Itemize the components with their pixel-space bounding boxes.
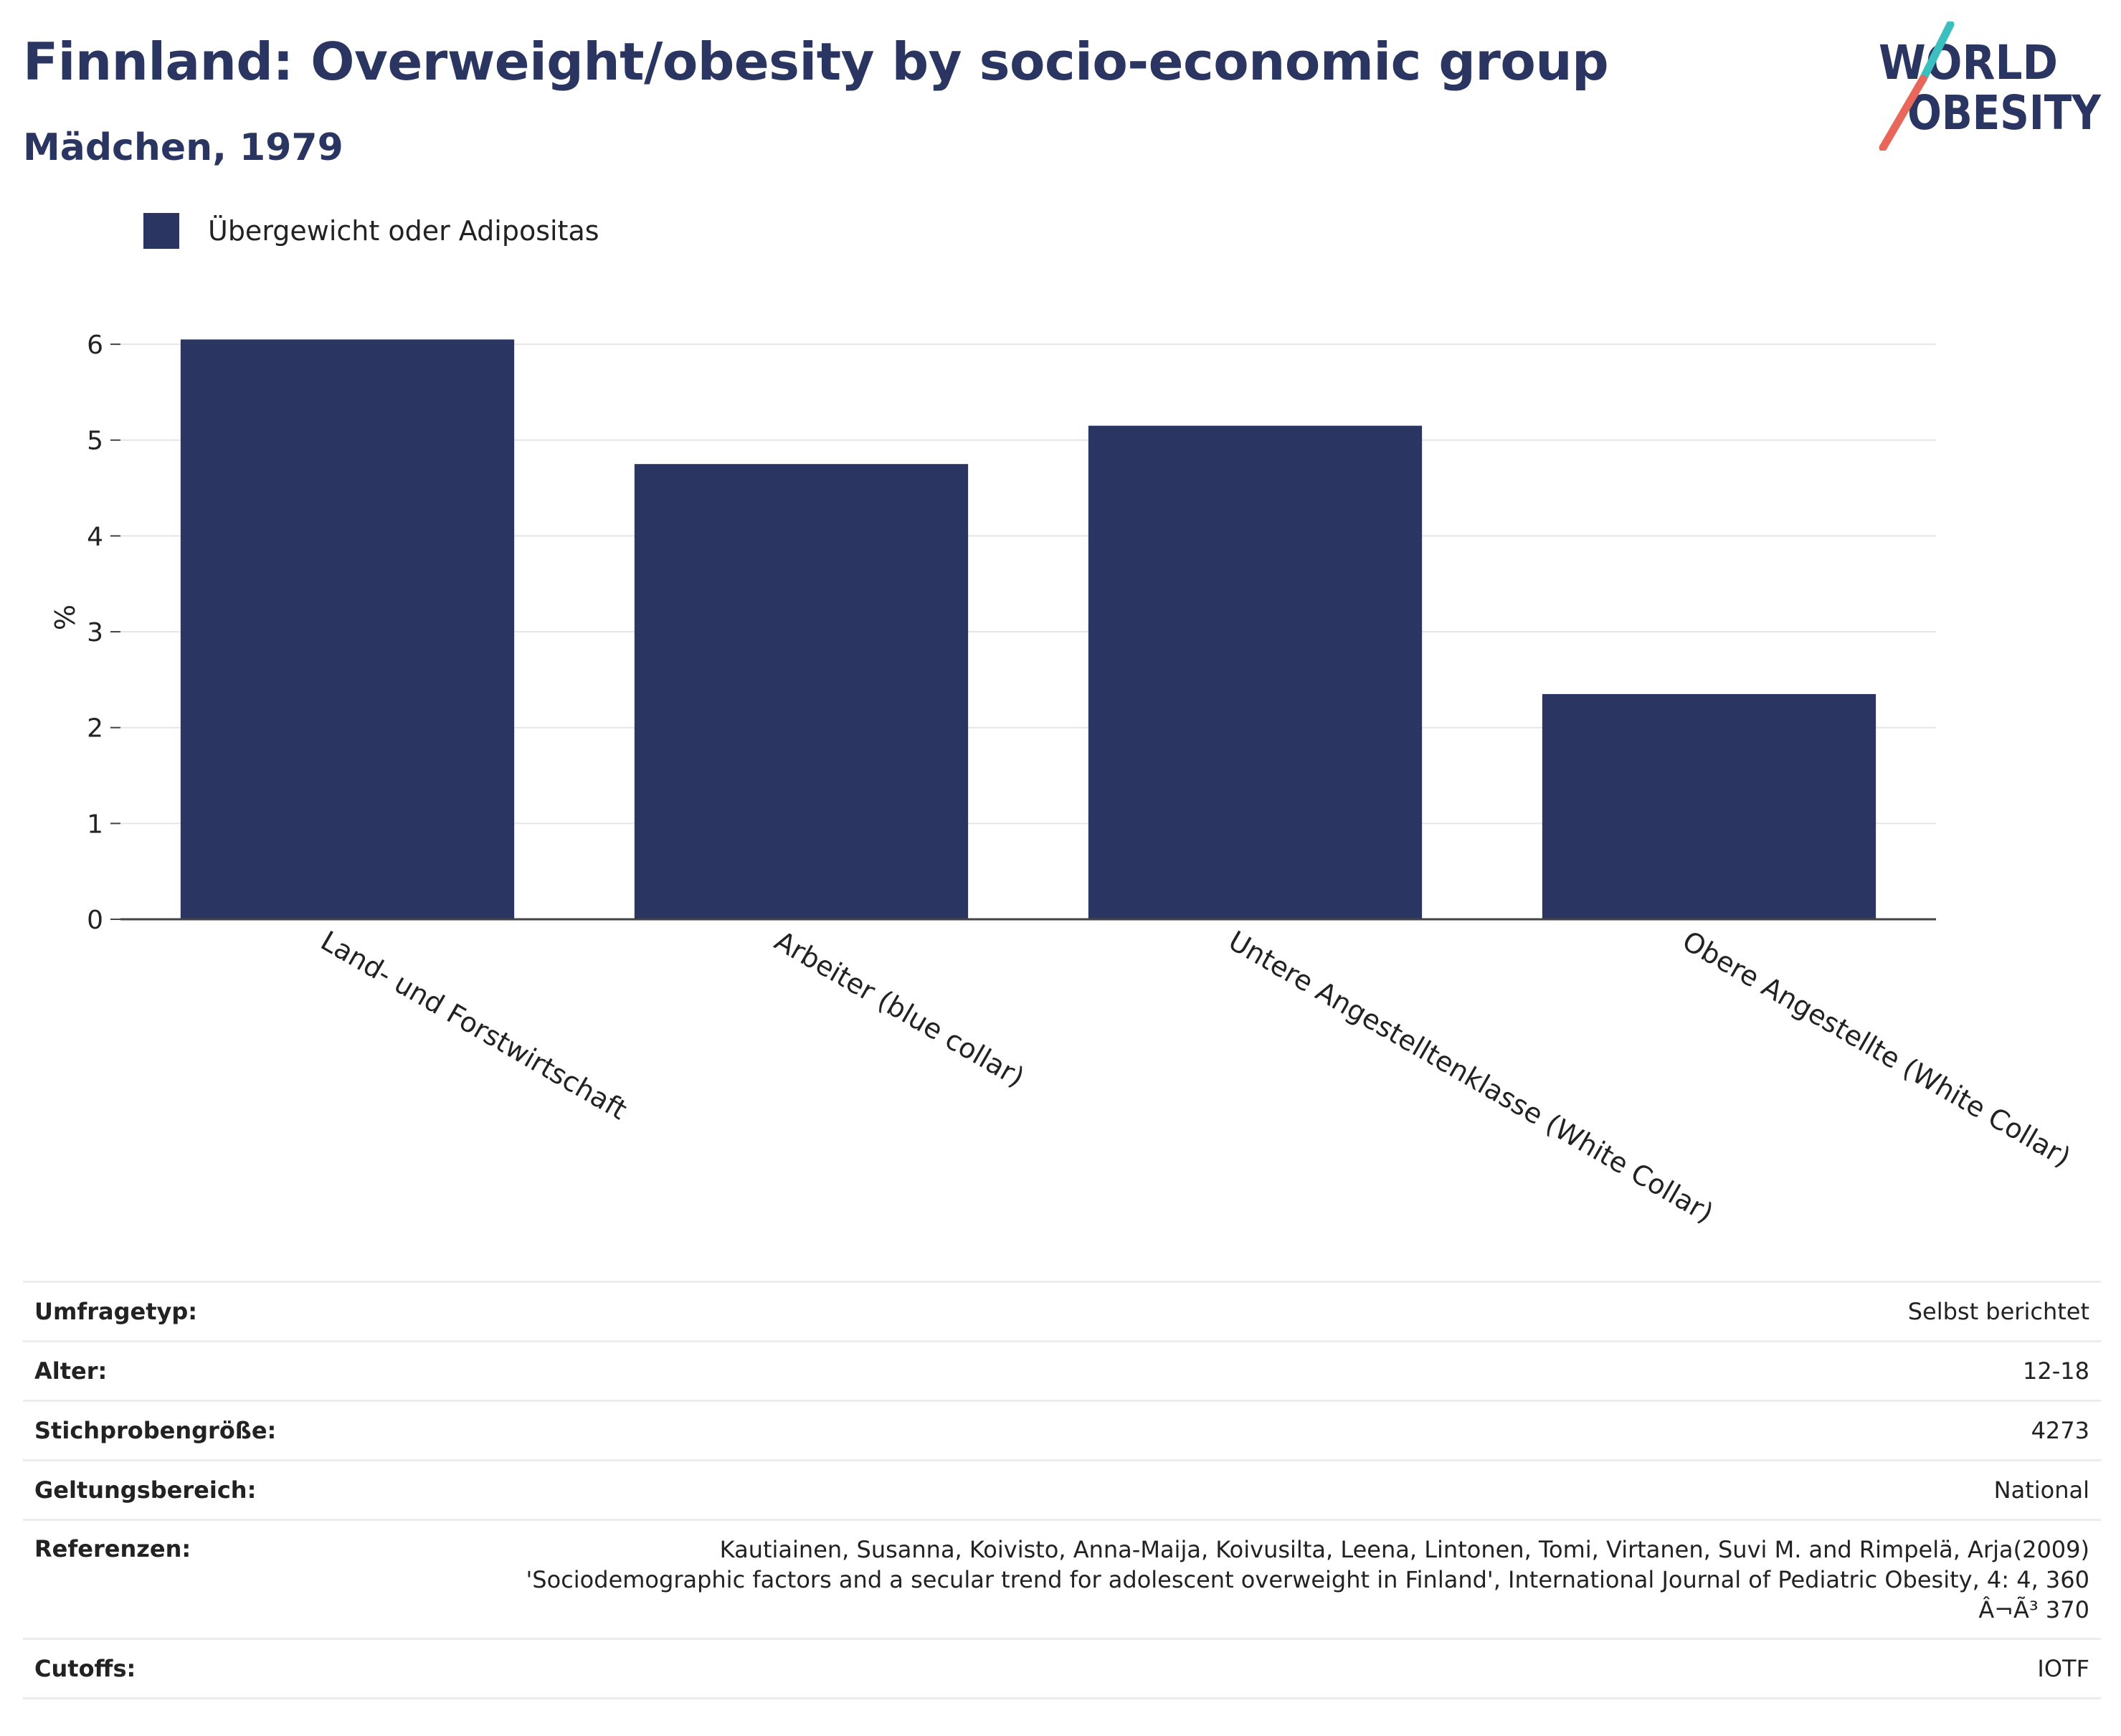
page-subtitle: Mädchen, 1979 — [23, 126, 343, 169]
survey-metadata-table: Umfragetyp: Selbst berichtet Alter: 12-18 St… — [23, 1281, 2101, 1699]
y-tick-label: 0 — [87, 906, 103, 935]
meta-value: Kautiainen, Susanna, Koivisto, Anna-Maij… — [404, 1519, 2101, 1639]
meta-row: Geltungsbereich: National — [23, 1459, 2101, 1520]
meta-key: Cutoffs: — [23, 1638, 404, 1699]
world-obesity-logo: WORLD OBESITY — [1879, 22, 2102, 151]
y-tick-label: 1 — [87, 810, 103, 839]
logo-line1: WORLD — [1879, 35, 2058, 90]
meta-value-line: Â¬Ã³ 370 — [1978, 1595, 2089, 1623]
meta-row: Cutoffs: IOTF — [23, 1638, 2101, 1699]
y-tick-label: 5 — [87, 427, 103, 456]
page-title: Finnland: Overweight/obesity by socio-ec… — [23, 32, 1609, 92]
meta-value-line: 'Sociodemographic factors and a secular … — [526, 1565, 2090, 1593]
x-tick-label: Untere Angestelltenklasse (White Collar) — [1223, 925, 1719, 1229]
meta-value: Selbst berichtet — [404, 1281, 2101, 1342]
meta-value: 12-18 — [404, 1340, 2101, 1401]
x-tick-label: Obere Angestellte (White Collar) — [1677, 925, 2076, 1174]
x-axis-labels: Land- und Forstwirtschaft Arbeiter (blue … — [315, 925, 2076, 1229]
meta-row: Stichprobengröße: 4273 — [23, 1400, 2101, 1461]
chart-legend: Übergewicht oder Adipositas — [143, 212, 599, 250]
meta-key: Alter: — [23, 1340, 404, 1401]
x-tick-label: Arbeiter (blue collar) — [769, 925, 1030, 1094]
y-tick-label: 4 — [87, 522, 103, 551]
meta-key: Geltungsbereich: — [23, 1459, 404, 1520]
y-tick-label: 6 — [87, 331, 103, 360]
meta-value: 4273 — [404, 1400, 2101, 1461]
meta-value: National — [404, 1459, 2101, 1520]
y-axis-ticks: 0 1 2 3 4 5 6 — [87, 331, 120, 935]
chart-bars — [180, 339, 1876, 919]
x-tick-label: Land- und Forstwirtschaft — [315, 925, 632, 1126]
y-tick-label: 2 — [87, 714, 103, 744]
meta-row: Referenzen: Kautiainen, Susanna, Koivisto… — [23, 1519, 2101, 1639]
meta-key: Referenzen: — [23, 1519, 404, 1639]
meta-value: IOTF — [404, 1638, 2101, 1699]
logo-line2: OBESITY — [1907, 85, 2102, 141]
meta-row: Alter: 12-18 — [23, 1340, 2101, 1401]
legend-swatch — [143, 213, 179, 249]
bar — [180, 339, 515, 919]
bar — [1542, 693, 1876, 919]
legend-label: Übergewicht oder Adipositas — [208, 215, 599, 247]
meta-value-line: Kautiainen, Susanna, Koivisto, Anna-Maij… — [719, 1535, 2089, 1563]
meta-row: Umfragetyp: Selbst berichtet — [23, 1281, 2101, 1342]
logo-slash-teal — [1919, 22, 1955, 83]
bar-chart: 0 1 2 3 4 5 6 Land- und Forstwirtschaft Arbeite… — [48, 331, 2076, 1229]
bar — [1088, 425, 1423, 919]
meta-key: Stichprobengröße: — [23, 1400, 404, 1461]
y-tick-label: 3 — [87, 618, 103, 648]
meta-key: Umfragetyp: — [23, 1281, 404, 1342]
logo-slash-coral — [1879, 75, 1927, 151]
bar — [634, 464, 969, 919]
y-axis-label: % — [48, 604, 80, 630]
